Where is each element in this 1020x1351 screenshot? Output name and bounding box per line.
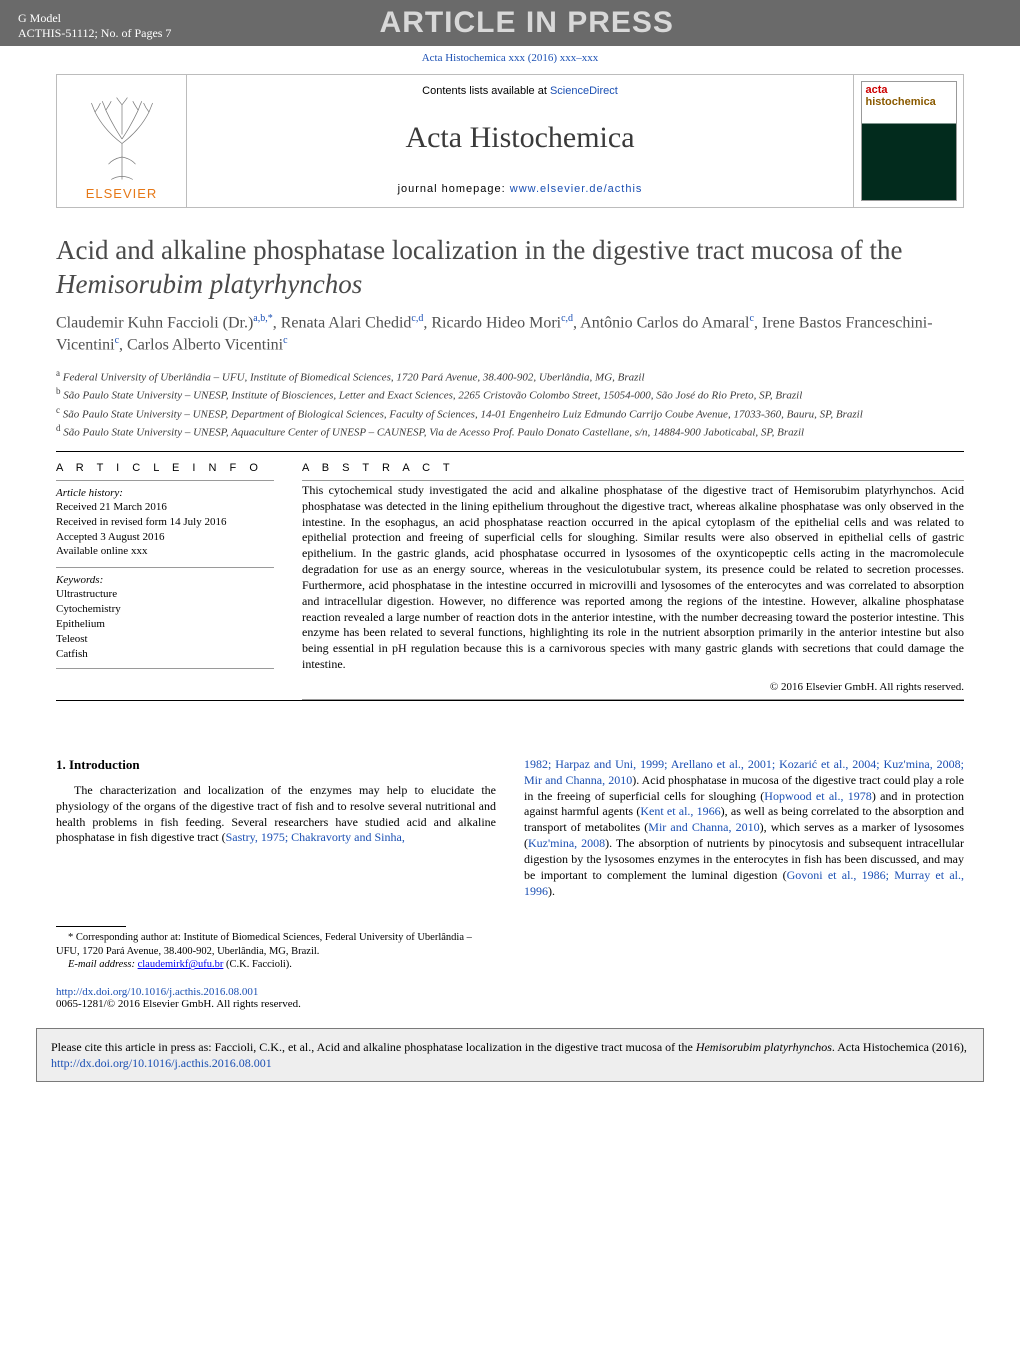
affil-a: Federal University of Uberlândia – UFU, … [63, 372, 645, 384]
doi-link[interactable]: http://dx.doi.org/10.1016/j.acthis.2016.… [56, 986, 258, 998]
affil-b: São Paulo State University – UNESP, Inst… [63, 390, 802, 402]
author-4: Antônio Carlos do Amaral [580, 314, 749, 331]
ref-sastry-1975[interactable]: Sastry, 1975; Chakravorty and Sinha, [226, 830, 405, 844]
intro-para-1-cont: 1982; Harpaz and Uni, 1999; Arellano et … [524, 757, 964, 899]
journal-homepage-line: journal homepage: www.elsevier.de/acthis [187, 183, 853, 195]
model-ref-code: ACTHIS-51112; No. of Pages 7 [18, 26, 171, 42]
article-info-head: A R T I C L E I N F O [56, 462, 274, 474]
keyword-4: Teleost [56, 632, 274, 647]
affiliation-block: a Federal University of Uberlândia – UFU… [56, 367, 964, 441]
body-column-right: 1982; Harpaz and Uni, 1999; Arellano et … [524, 757, 964, 1010]
corresponding-footnote: * Corresponding author at: Institute of … [56, 931, 496, 972]
ref-kent-1966[interactable]: Kent et al., 1966 [640, 804, 720, 818]
issn-copyright: 0065-1281/© 2016 Elsevier GmbH. All righ… [56, 998, 301, 1010]
doi-block: http://dx.doi.org/10.1016/j.acthis.2016.… [56, 986, 496, 1010]
abstract-copyright: © 2016 Elsevier GmbH. All rights reserve… [302, 681, 964, 693]
article-title-species: Hemisorubim platyrhynchos [56, 269, 362, 299]
citebox-doi-link[interactable]: http://dx.doi.org/10.1016/j.acthis.2016.… [51, 1056, 272, 1070]
ref-hopwood-1978[interactable]: Hopwood et al., 1978 [764, 789, 872, 803]
author-4-affil[interactable]: c [749, 313, 753, 324]
article-title-text: Acid and alkaline phosphatase localizati… [56, 235, 902, 265]
history-head: Article history: [56, 487, 274, 499]
elsevier-wordmark: ELSEVIER [86, 186, 158, 201]
journal-citation-link[interactable]: Acta Histochemica xxx (2016) xxx–xxx [422, 52, 599, 64]
elsevier-logo-block: ELSEVIER [57, 75, 187, 207]
ref-kuzmina-2008[interactable]: Kuz'mina, 2008 [528, 836, 605, 850]
online-line: Available online xxx [56, 544, 274, 559]
abstract-column: A B S T R A C T This cytochemical study … [302, 462, 964, 700]
email-tail: (C.K. Faccioli). [223, 959, 292, 970]
model-ref-block: G Model ACTHIS-51112; No. of Pages 7 [18, 11, 171, 42]
journal-homepage-link[interactable]: www.elsevier.de/acthis [510, 183, 643, 195]
footnote-rule [56, 926, 126, 927]
contents-available-line: Contents lists available at ScienceDirec… [187, 85, 853, 97]
citebox-pre: Please cite this article in press as: Fa… [51, 1040, 696, 1054]
contents-prefix: Contents lists available at [422, 85, 550, 97]
elsevier-tree-icon [72, 94, 172, 184]
author-1-affil[interactable]: a,b,* [253, 313, 272, 324]
article-in-press-banner: G Model ACTHIS-51112; No. of Pages 7 ART… [0, 0, 1020, 46]
rule-below-abstract [56, 700, 964, 701]
journal-masthead: ELSEVIER Contents lists available at Sci… [56, 74, 964, 208]
body-column-left: 1. Introduction The characterization and… [56, 757, 496, 1010]
corresponding-text: * Corresponding author at: Institute of … [56, 931, 496, 958]
homepage-prefix: journal homepage: [398, 183, 510, 195]
journal-citation-line: Acta Histochemica xxx (2016) xxx–xxx [0, 46, 1020, 68]
keywords-head: Keywords: [56, 574, 274, 586]
author-2-affil[interactable]: c,d [411, 313, 423, 324]
keyword-1: Ultrastructure [56, 587, 274, 602]
accepted-line: Accepted 3 August 2016 [56, 530, 274, 545]
affil-c: São Paulo State University – UNESP, Depa… [63, 409, 863, 421]
author-6-affil[interactable]: c [283, 335, 287, 346]
author-5-affil[interactable]: c [115, 335, 119, 346]
author-3: Ricardo Hideo Mori [431, 314, 561, 331]
received-line: Received 21 March 2016 [56, 500, 274, 515]
keyword-3: Epithelium [56, 617, 274, 632]
affil-d: São Paulo State University – UNESP, Aqua… [63, 427, 804, 439]
keyword-2: Cytochemistry [56, 602, 274, 617]
journal-cover-block: acta histochemica [853, 75, 963, 207]
abstract-bottom-rule [302, 699, 964, 700]
info-abstract-row: A R T I C L E I N F O Article history: R… [56, 462, 964, 700]
rule-above-info [56, 451, 964, 452]
article-title: Acid and alkaline phosphatase localizati… [56, 234, 964, 302]
info-bottom-rule [56, 668, 274, 669]
author-1: Claudemir Kuhn Faccioli (Dr.) [56, 314, 253, 331]
abstract-top-rule [302, 480, 964, 481]
author-2: Renata Alari Chedid [281, 314, 412, 331]
citebox-mid: . Acta Histochemica (2016), [832, 1040, 967, 1054]
g-model-label: G Model [18, 11, 171, 27]
body-two-columns: 1. Introduction The characterization and… [56, 757, 964, 1010]
article-info-column: A R T I C L E I N F O Article history: R… [56, 462, 274, 700]
journal-cover-thumb: acta histochemica [861, 81, 957, 201]
abstract-head: A B S T R A C T [302, 462, 964, 474]
masthead-center: Contents lists available at ScienceDirec… [187, 75, 853, 207]
article-in-press-title: ARTICLE IN PRESS [380, 6, 674, 42]
corresponding-email-link[interactable]: claudemirkf@ufu.br [138, 959, 224, 970]
author-list: Claudemir Kuhn Faccioli (Dr.)a,b,*, Rena… [56, 312, 964, 357]
sciencedirect-link[interactable]: ScienceDirect [550, 85, 618, 97]
author-6: Carlos Alberto Vicentini [127, 337, 283, 354]
keyword-5: Catfish [56, 647, 274, 662]
revised-line: Received in revised form 14 July 2016 [56, 515, 274, 530]
intro-para-1: The characterization and localization of… [56, 783, 496, 846]
citebox-species: Hemisorubim platyrhynchos [696, 1040, 832, 1054]
cite-this-article-box: Please cite this article in press as: Fa… [36, 1028, 984, 1082]
email-label: E-mail address: [68, 959, 138, 970]
author-3-affil[interactable]: c,d [561, 313, 573, 324]
abstract-text: This cytochemical study investigated the… [302, 483, 964, 673]
section-head-intro: 1. Introduction [56, 757, 496, 773]
cover-word-histochemica: histochemica [866, 96, 952, 108]
intro-c2-f: ). [548, 884, 555, 898]
journal-name: Acta Histochemica [187, 121, 853, 155]
cover-word-acta: acta [866, 84, 888, 96]
ref-mir-channa-2010[interactable]: Mir and Channa, 2010 [648, 820, 759, 834]
